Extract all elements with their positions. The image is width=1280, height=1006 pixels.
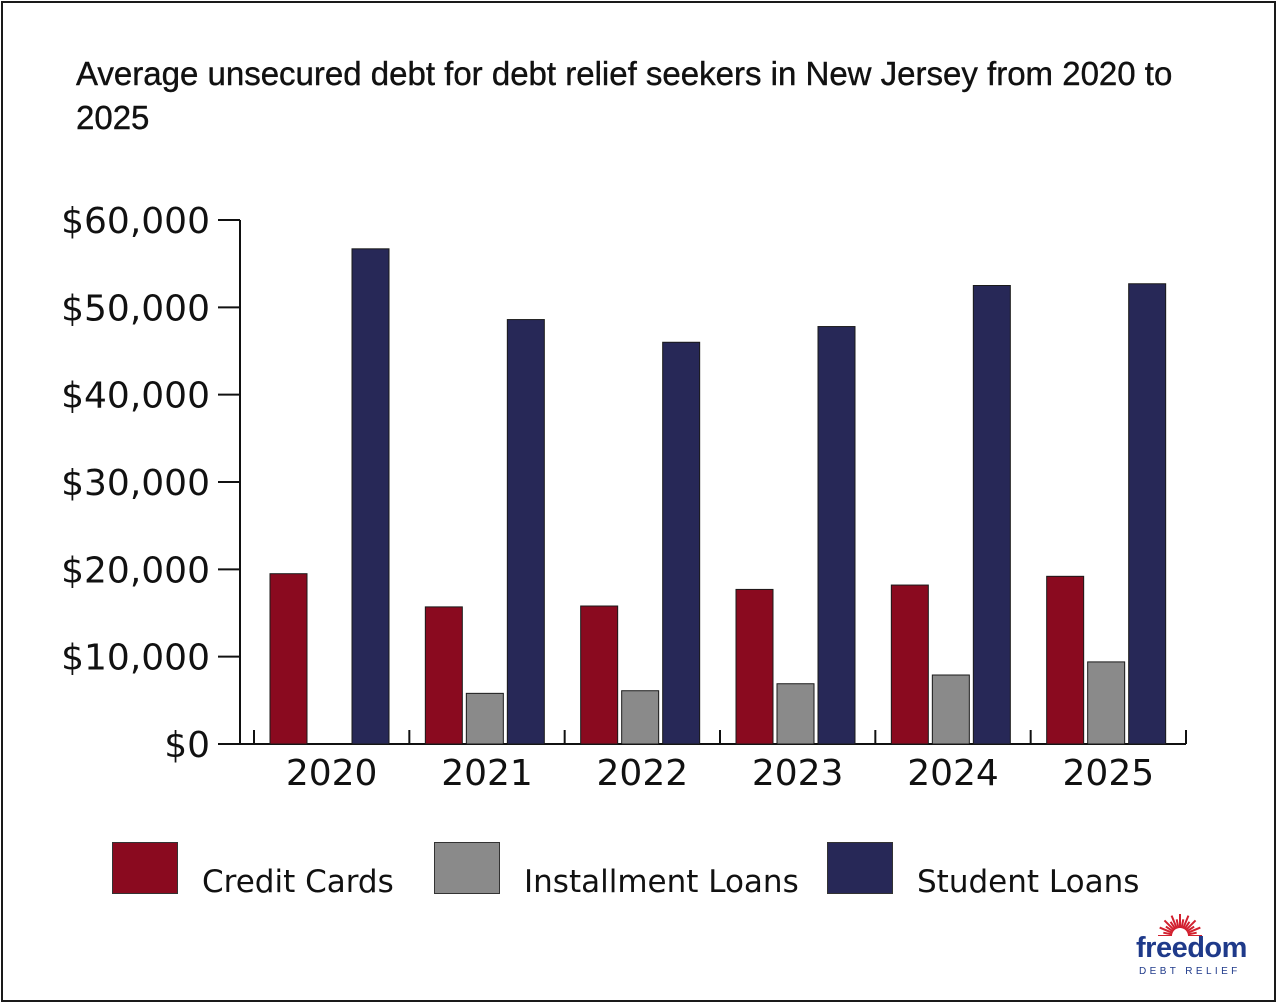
bar-student-loans-2021 [506, 319, 545, 745]
bar-student-loans-2025 [1128, 283, 1167, 745]
chart-title: Average unsecured debt for debt relief s… [76, 55, 1173, 136]
bar-student-loans-2022 [662, 341, 701, 745]
bar-student-loans-2020 [351, 248, 390, 745]
bar-student-loans-2023 [817, 326, 856, 745]
x-tick-label: 2025 [1063, 753, 1155, 794]
x-axis: 2020 2021 2022 2023 2024 2025 [218, 730, 1187, 794]
sunburst-ray [1182, 915, 1190, 929]
bar-credit-cards-2021 [424, 606, 463, 745]
logo-wordmark: freedom [1136, 932, 1247, 964]
sunburst-ray [1169, 921, 1177, 930]
sunburst-ray [1165, 925, 1174, 933]
sunburst-ray [1175, 919, 1180, 929]
sunburst-ray [1186, 925, 1195, 933]
x-tick-label: 2023 [752, 753, 844, 794]
bar-installment-loans-2022 [621, 690, 660, 745]
sunburst-ray [1163, 919, 1176, 932]
bars-group [269, 248, 1167, 745]
x-tick-label: 2024 [907, 753, 999, 794]
x-tick-label: 2021 [441, 753, 533, 794]
sunburst-icon [1158, 914, 1202, 936]
y-tick-label: $40,000 [61, 376, 210, 417]
sunburst-ray [1184, 919, 1197, 932]
bar-student-loans-2024 [972, 285, 1011, 745]
bar-credit-cards-2022 [580, 605, 619, 745]
y-tick-label: $50,000 [61, 288, 210, 329]
sunburst-ray [1187, 931, 1197, 936]
bar-installment-loans-2023 [776, 683, 815, 745]
bar-installment-loans-2025 [1087, 661, 1126, 745]
sunburst-ray [1183, 921, 1191, 930]
y-tick-label: $10,000 [61, 638, 210, 679]
sunburst-ray [1163, 931, 1173, 936]
bar-credit-cards-2020 [269, 573, 308, 745]
sunburst-ray [1170, 915, 1178, 929]
freedom-debt-relief-logo: freedom DEBT RELIEF [1136, 912, 1256, 978]
y-axis: $0 $10,000 $20,000 $30,000 $40,000 $50,000 $60… [61, 201, 241, 766]
y-tick-label: $0 [164, 725, 210, 766]
bar-installment-loans-2021 [465, 692, 504, 745]
bar-credit-cards-2024 [890, 584, 929, 745]
bar-credit-cards-2023 [735, 588, 774, 745]
bar-credit-cards-2025 [1046, 575, 1085, 745]
y-tick-label: $60,000 [61, 201, 210, 242]
sunburst-ray [1180, 919, 1185, 929]
y-tick-label: $20,000 [61, 550, 210, 591]
x-tick-label: 2022 [597, 753, 689, 794]
sunburst-ray [1187, 926, 1201, 934]
logo-subtitle: DEBT RELIEF [1139, 966, 1241, 977]
y-tick-label: $30,000 [61, 463, 210, 504]
bar-installment-loans-2024 [931, 674, 970, 745]
x-tick-label: 2020 [286, 753, 378, 794]
sunburst-ray [1159, 926, 1173, 934]
